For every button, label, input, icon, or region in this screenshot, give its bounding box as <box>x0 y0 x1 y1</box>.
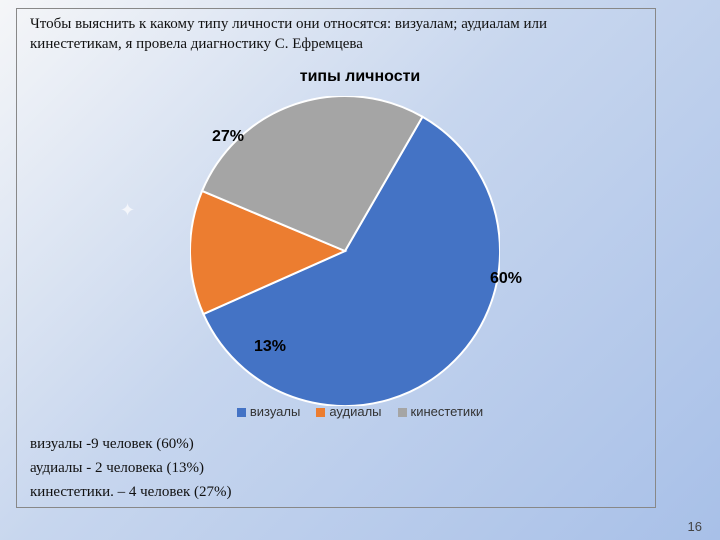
legend-item: визуалы <box>237 404 301 419</box>
legend-swatch <box>316 408 325 417</box>
data-label: 60% <box>490 270 522 288</box>
legend-item: кинестетики <box>398 404 484 419</box>
legend-label: кинестетики <box>411 404 484 419</box>
summary-line: аудиалы - 2 человека (13%) <box>30 456 232 480</box>
legend-label: визуалы <box>250 404 301 419</box>
summary-line: визуалы -9 человек (60%) <box>30 432 232 456</box>
legend: визуалы аудиалы кинестетики <box>0 404 720 419</box>
intro-text: Чтобы выяснить к какому типу личности он… <box>30 14 630 55</box>
data-label: 27% <box>212 128 244 146</box>
page-number: 16 <box>688 519 702 534</box>
chart-title: типы личности <box>0 68 720 86</box>
sparkle-icon: ✦ <box>120 200 135 221</box>
legend-label: аудиалы <box>329 404 381 419</box>
summary-text: визуалы -9 человек (60%)аудиалы - 2 чело… <box>30 432 232 504</box>
summary-line: кинестетики. – 4 человек (27%) <box>30 480 232 504</box>
data-label: 13% <box>254 338 286 356</box>
legend-item: аудиалы <box>316 404 381 419</box>
legend-swatch <box>237 408 246 417</box>
legend-swatch <box>398 408 407 417</box>
